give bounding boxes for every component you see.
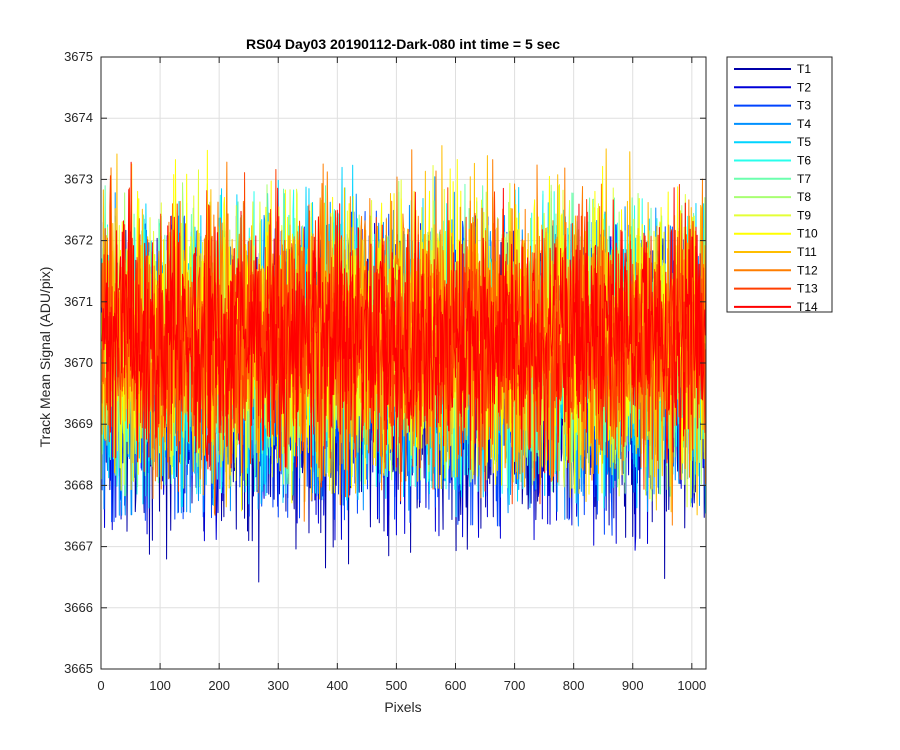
legend-label-t8: T8 (797, 190, 811, 204)
x-tick-label: 700 (504, 678, 526, 693)
legend-label-t4: T4 (797, 117, 811, 131)
x-tick-label: 100 (149, 678, 171, 693)
y-tick-label: 3671 (64, 294, 93, 309)
legend-label-t11: T11 (797, 245, 817, 259)
y-tick-label: 3669 (64, 416, 93, 431)
x-tick-label: 300 (267, 678, 289, 693)
legend-label-t3: T3 (797, 99, 811, 113)
legend-label-t14: T14 (797, 300, 818, 314)
series-lines (101, 145, 706, 583)
x-tick-label: 1000 (677, 678, 706, 693)
legend-label-t10: T10 (797, 227, 818, 241)
x-tick-label: 500 (386, 678, 408, 693)
legend-label-t1: T1 (797, 62, 811, 76)
x-tick-label: 0 (97, 678, 104, 693)
y-tick-label: 3668 (64, 477, 93, 492)
x-tick-label: 200 (208, 678, 230, 693)
y-tick-label: 3673 (64, 171, 93, 186)
legend-label-t6: T6 (797, 154, 811, 168)
axis-ticks: 0 100 200 300 400 500 600 700 800 900 1000 3665 3666… (64, 49, 706, 693)
y-tick-label: 3675 (64, 49, 93, 64)
y-tick-label: 3666 (64, 600, 93, 615)
legend-label-t5: T5 (797, 135, 811, 149)
legend-label-t12: T12 (797, 263, 818, 277)
y-tick-label: 3674 (64, 110, 93, 125)
series-line-t13 (101, 168, 706, 505)
y-tick-label: 3667 (64, 539, 93, 554)
x-tick-label: 900 (622, 678, 644, 693)
legend-label-t7: T7 (797, 172, 811, 186)
legend-label-t2: T2 (797, 80, 811, 94)
x-axis-label: Pixels (384, 699, 421, 715)
y-tick-label: 3672 (64, 233, 93, 248)
y-axis-label: Track Mean Signal (ADU/pix) (37, 267, 53, 448)
x-tick-label: 800 (563, 678, 585, 693)
chart-title: RS04 Day03 20190112-Dark-080 int time = … (246, 36, 560, 52)
legend-label-t13: T13 (797, 282, 818, 296)
legend: T1 T2 T3 T4 T5 T6 T7 T8 T9 T10 T11 T12 T13 T14 (726, 56, 833, 314)
y-tick-label: 3665 (64, 661, 93, 676)
x-tick-label: 400 (326, 678, 348, 693)
legend-label-t9: T9 (797, 208, 811, 222)
series-line-t14 (101, 161, 706, 480)
y-tick-label: 3670 (64, 355, 93, 370)
x-tick-label: 600 (445, 678, 467, 693)
